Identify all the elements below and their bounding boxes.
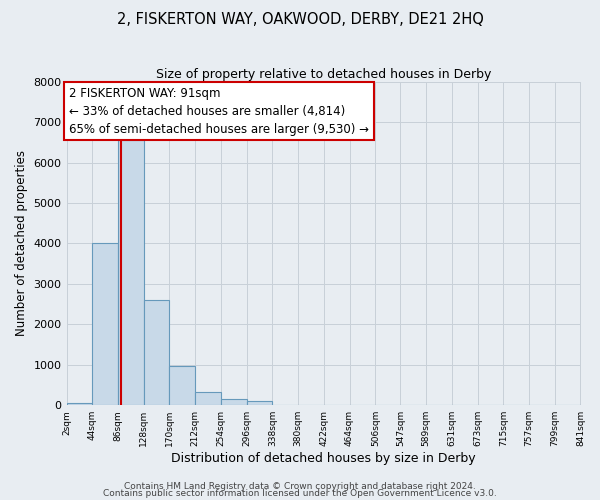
Bar: [195, 392, 221, 405]
Text: Contains public sector information licensed under the Open Government Licence v3: Contains public sector information licen…: [103, 489, 497, 498]
Bar: [144, 300, 169, 405]
Text: 2, FISKERTON WAY, OAKWOOD, DERBY, DE21 2HQ: 2, FISKERTON WAY, OAKWOOD, DERBY, DE21 2…: [116, 12, 484, 28]
Bar: [221, 399, 247, 405]
Bar: [169, 366, 195, 405]
Bar: [67, 403, 92, 405]
Text: Contains HM Land Registry data © Crown copyright and database right 2024.: Contains HM Land Registry data © Crown c…: [124, 482, 476, 491]
X-axis label: Distribution of detached houses by size in Derby: Distribution of detached houses by size …: [171, 452, 476, 465]
Bar: [118, 140, 144, 405]
Bar: [247, 401, 272, 405]
Bar: [92, 244, 118, 405]
Text: 2 FISKERTON WAY: 91sqm
← 33% of detached houses are smaller (4,814)
65% of semi-: 2 FISKERTON WAY: 91sqm ← 33% of detached…: [69, 86, 369, 136]
Y-axis label: Number of detached properties: Number of detached properties: [15, 150, 28, 336]
Title: Size of property relative to detached houses in Derby: Size of property relative to detached ho…: [156, 68, 491, 80]
